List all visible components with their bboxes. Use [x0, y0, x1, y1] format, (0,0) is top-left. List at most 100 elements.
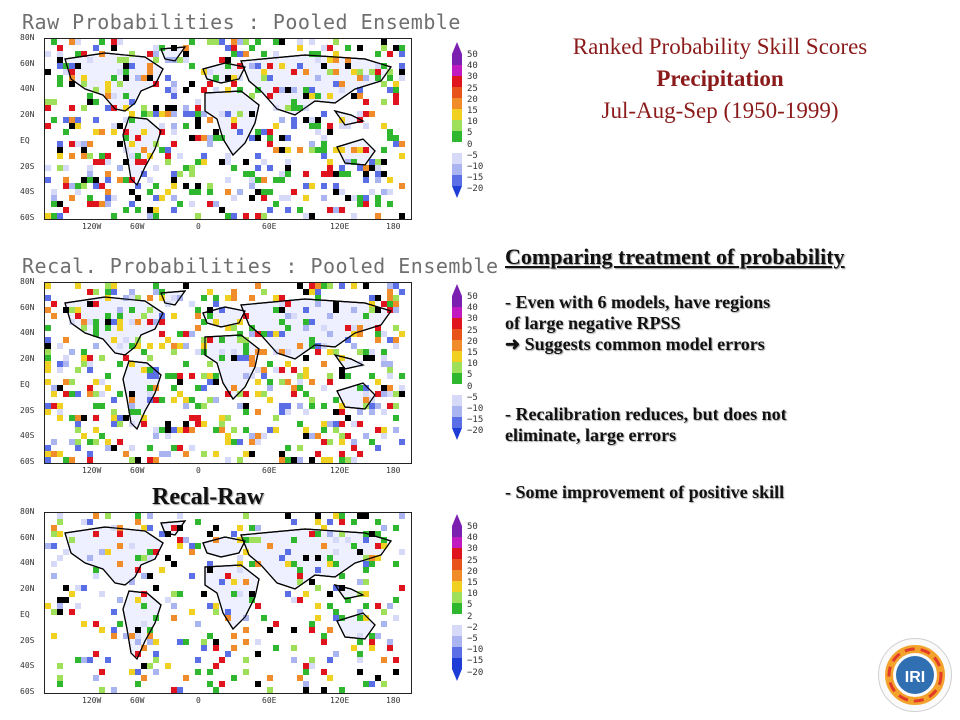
- map1-image: [45, 39, 405, 219]
- skill-cell: [117, 57, 123, 63]
- skill-cell: [249, 361, 255, 367]
- skill-cell: [351, 159, 357, 165]
- skill-cell: [147, 573, 153, 579]
- skill-cell: [195, 105, 201, 111]
- skill-cell: [339, 123, 345, 129]
- skill-cell: [267, 397, 273, 403]
- skill-cell: [87, 457, 93, 463]
- skill-cell: [171, 313, 177, 319]
- skill-cell: [381, 171, 387, 177]
- skill-cell: [261, 367, 267, 373]
- skill-cell: [99, 687, 105, 693]
- skill-cell: [51, 391, 57, 397]
- skill-cell: [297, 147, 303, 153]
- skill-cell: [321, 171, 327, 177]
- coastline: [204, 90, 260, 156]
- skill-cell: [315, 51, 321, 57]
- skill-cell: [45, 403, 51, 409]
- skill-cell: [75, 427, 81, 433]
- skill-cell: [207, 531, 213, 537]
- skill-cell: [111, 319, 117, 325]
- skill-cell: [105, 201, 111, 207]
- skill-cell: [261, 51, 267, 57]
- skill-cell: [177, 543, 183, 549]
- skill-cell: [195, 189, 201, 195]
- colorbar-label: 15: [467, 106, 478, 116]
- skill-cell: [327, 603, 333, 609]
- skill-cell: [153, 457, 159, 463]
- skill-cell: [249, 433, 255, 439]
- colorbar-label: −15: [467, 415, 484, 426]
- skill-cell: [309, 379, 315, 385]
- bullet-1-line-2: of large negative RPSS: [505, 313, 681, 333]
- skill-cell: [375, 171, 381, 177]
- skill-cell: [117, 177, 123, 183]
- colorbar-segment: [452, 647, 462, 658]
- skill-cell: [213, 379, 219, 385]
- skill-cell: [303, 367, 309, 373]
- colorbar-label: 5: [467, 370, 473, 381]
- skill-cell: [177, 171, 183, 177]
- skill-cell: [93, 319, 99, 325]
- skill-cell: [321, 153, 327, 159]
- skill-cell: [159, 451, 165, 457]
- skill-cell: [375, 69, 381, 75]
- skill-cell: [393, 669, 399, 675]
- skill-cell: [351, 325, 357, 331]
- skill-cell: [291, 367, 297, 373]
- skill-cell: [93, 415, 99, 421]
- skill-cell: [363, 567, 369, 573]
- skill-cell: [291, 657, 297, 663]
- lon-label: 60E: [262, 222, 277, 231]
- colorbar-label: −10: [467, 162, 484, 172]
- skill-cell: [303, 663, 309, 669]
- skill-cell: [123, 135, 129, 141]
- skill-cell: [219, 681, 225, 687]
- skill-cell: [153, 105, 159, 111]
- skill-cell: [399, 51, 405, 57]
- skill-cell: [357, 657, 363, 663]
- skill-cell: [297, 567, 303, 573]
- skill-cell: [339, 687, 345, 693]
- skill-cell: [129, 669, 135, 675]
- skill-cell: [75, 439, 81, 445]
- skill-cell: [147, 663, 153, 669]
- skill-cell: [399, 513, 405, 519]
- skill-cell: [363, 603, 369, 609]
- skill-cell: [393, 657, 399, 663]
- skill-cell: [249, 111, 255, 117]
- skill-cell: [189, 609, 195, 615]
- skill-cell: [309, 319, 315, 325]
- skill-cell: [321, 385, 327, 391]
- skill-cell: [219, 57, 225, 63]
- skill-cell: [87, 391, 93, 397]
- skill-cell: [63, 597, 69, 603]
- skill-cell: [87, 171, 93, 177]
- skill-cell: [195, 325, 201, 331]
- skill-cell: [285, 549, 291, 555]
- skill-cell: [363, 555, 369, 561]
- skill-cell: [117, 561, 123, 567]
- skill-cell: [87, 451, 93, 457]
- skill-cell: [117, 343, 123, 349]
- skill-cell: [381, 537, 387, 543]
- skill-cell: [87, 153, 93, 159]
- skill-cell: [165, 597, 171, 603]
- skill-cell: [345, 325, 351, 331]
- skill-cell: [357, 385, 363, 391]
- colorbar-segment: [452, 658, 462, 669]
- lon-label: 0: [196, 466, 201, 475]
- skill-cell: [231, 45, 237, 51]
- skill-cell: [93, 45, 99, 51]
- skill-cell: [267, 141, 273, 147]
- skill-cell: [147, 373, 153, 379]
- colorbar-segment: [452, 373, 462, 384]
- skill-cell: [285, 135, 291, 141]
- skill-cell: [213, 373, 219, 379]
- coastline: [202, 536, 246, 558]
- skill-cell: [339, 457, 345, 463]
- skill-cell: [147, 457, 153, 463]
- skill-cell: [57, 63, 63, 69]
- skill-cell: [363, 397, 369, 403]
- skill-cell: [165, 663, 171, 669]
